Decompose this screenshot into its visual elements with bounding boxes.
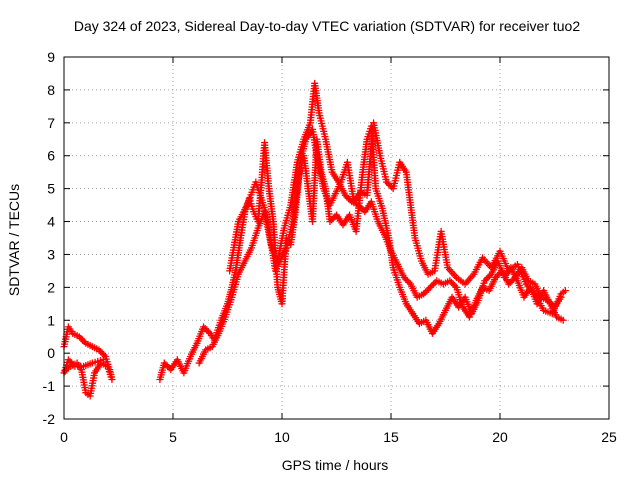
- data-point-marker: [508, 277, 516, 285]
- data-point-marker: [430, 280, 438, 288]
- data-point-marker: [384, 180, 392, 188]
- data-point-marker: [386, 181, 394, 189]
- x-tick-label: 0: [60, 429, 68, 445]
- data-point-marker: [402, 275, 410, 283]
- data-point-marker: [98, 349, 106, 357]
- data-point-marker: [383, 178, 391, 186]
- data-point-marker: [328, 216, 336, 224]
- data-point-marker: [97, 348, 105, 356]
- data-point-marker: [200, 323, 208, 331]
- plot-frame: [63, 56, 610, 420]
- data-point-marker: [66, 357, 74, 365]
- data-point-marker: [329, 214, 337, 222]
- data-point-marker: [77, 334, 85, 342]
- data-point-marker: [68, 359, 76, 367]
- data-point-marker: [423, 287, 431, 295]
- data-point-marker: [505, 280, 513, 288]
- data-point-marker: [80, 338, 88, 346]
- data-point-marker: [484, 273, 492, 281]
- data-point-marker: [356, 203, 364, 211]
- data-point-marker: [486, 272, 494, 280]
- y-tick-label: 5: [47, 181, 55, 197]
- data-point-marker: [506, 278, 514, 286]
- data-point-marker: [481, 277, 489, 285]
- series-trace-d: [226, 119, 569, 318]
- data-point-marker: [446, 277, 454, 285]
- y-tick-label: 7: [47, 115, 55, 131]
- data-point-marker: [425, 285, 433, 293]
- data-point-marker: [75, 333, 83, 341]
- data-point-marker: [421, 288, 429, 296]
- data-point-marker: [447, 278, 455, 286]
- data-point-marker: [99, 356, 107, 364]
- x-tick-label: 10: [274, 429, 290, 445]
- data-point-marker: [164, 362, 172, 370]
- y-tick-label: 3: [47, 246, 55, 262]
- y-tick-label: -1: [43, 378, 56, 394]
- series-trace-a: [60, 323, 116, 400]
- data-point-marker: [451, 282, 459, 290]
- data-point-marker: [492, 273, 500, 281]
- data-point-marker: [510, 275, 518, 283]
- data-point-marker: [95, 346, 103, 354]
- x-tick-label: 20: [492, 429, 508, 445]
- data-point-marker: [559, 316, 567, 324]
- data-point-marker: [203, 326, 211, 334]
- data-point-marker: [354, 201, 362, 209]
- y-tick-label: 4: [47, 214, 55, 230]
- series-trace-b: [156, 122, 567, 384]
- y-tick-label: 8: [47, 82, 55, 98]
- x-tick-label: 5: [169, 429, 177, 445]
- data-point-marker: [344, 195, 352, 203]
- axis-ticks: 0 5 10 15 20 25 -2 -1 0 1 2 3 4 5 6 7 8 9: [43, 49, 617, 445]
- data-marks: [60, 79, 569, 400]
- data-point-marker: [544, 297, 552, 305]
- x-tick-label: 15: [383, 429, 399, 445]
- y-tick-label: 1: [47, 312, 55, 328]
- x-axis-title: GPS time / hours: [282, 457, 389, 473]
- data-point-marker: [449, 280, 457, 288]
- data-point-marker: [64, 356, 72, 364]
- data-point-marker: [403, 277, 411, 285]
- data-point-marker: [69, 361, 77, 369]
- data-point-marker: [493, 272, 501, 280]
- y-tick-label: -2: [43, 411, 56, 427]
- y-tick-label: 2: [47, 279, 55, 295]
- grid-layer: [64, 57, 609, 419]
- data-point-marker: [546, 298, 554, 306]
- data-point-marker: [495, 270, 503, 278]
- data-point-marker: [341, 191, 349, 199]
- y-axis-title: SDTVAR / TECUs: [6, 184, 22, 296]
- y-tick-label: 0: [47, 345, 55, 361]
- data-point-marker: [428, 282, 436, 290]
- data-point-marker: [358, 204, 366, 212]
- chart-title: Day 324 of 2023, Sidereal Day-to-day VTE…: [74, 18, 581, 34]
- y-tick-label: 6: [47, 148, 55, 164]
- data-point-marker: [561, 287, 569, 295]
- data-point-marker: [482, 275, 490, 283]
- data-point-marker: [405, 278, 413, 286]
- data-point-marker: [400, 273, 408, 281]
- data-point-marker: [343, 193, 351, 201]
- data-point-marker: [201, 325, 209, 332]
- data-point-marker: [426, 283, 434, 291]
- series-trace-c: [195, 79, 565, 367]
- data-point-marker: [160, 359, 168, 367]
- data-point-marker: [420, 290, 428, 298]
- x-tick-label: 25: [601, 429, 617, 445]
- data-point-marker: [162, 361, 170, 369]
- data-point-marker: [204, 328, 212, 336]
- y-tick-label: 9: [47, 49, 55, 65]
- data-point-marker: [326, 218, 334, 226]
- data-point-marker: [79, 336, 87, 344]
